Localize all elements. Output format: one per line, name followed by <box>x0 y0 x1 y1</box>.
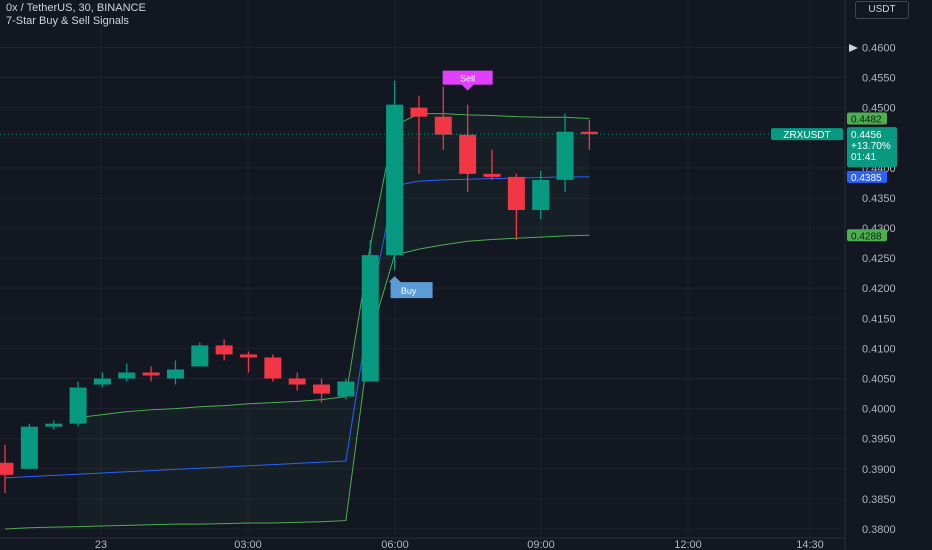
band-upper-price-label-bg <box>847 112 887 125</box>
candle-body[interactable] <box>142 372 160 376</box>
candle-body[interactable] <box>215 345 233 355</box>
last-price-tag-bg <box>847 127 897 168</box>
candle-body[interactable] <box>556 131 574 180</box>
candle-body[interactable] <box>337 381 355 397</box>
price-axis-tick: 0.3900 <box>862 464 896 476</box>
candle-body[interactable] <box>69 387 87 424</box>
time-axis-tick: 14:30 <box>796 539 824 550</box>
candle-body[interactable] <box>118 372 136 379</box>
candle-body[interactable] <box>361 255 379 382</box>
band-lower-price-label: 0.4288 <box>851 231 882 242</box>
candle-body[interactable] <box>93 378 111 385</box>
candle-body[interactable] <box>313 384 331 394</box>
symbol-tag-bg <box>771 128 843 141</box>
band-upper-price-label: 0.4482 <box>851 114 882 125</box>
price-axis-tick: 0.4550 <box>862 73 896 85</box>
sell-signal-marker <box>442 70 493 91</box>
time-axis-tick: 09:00 <box>527 539 555 550</box>
price-axis-tick: 0.4150 <box>862 313 896 325</box>
candle-body[interactable] <box>434 116 452 135</box>
price-axis-tick: 0.4350 <box>862 193 896 205</box>
candle-body[interactable] <box>45 423 63 427</box>
symbol-title: 0x / TetherUS, 30, BINANCE <box>6 2 146 14</box>
candle-body[interactable] <box>20 426 38 469</box>
candle-body[interactable] <box>288 378 306 385</box>
time-axis-tick: 06:00 <box>381 539 409 550</box>
buy-signal-label: Buy <box>401 286 417 296</box>
candle-body[interactable] <box>459 134 477 174</box>
currency-button[interactable]: USDT <box>855 1 909 19</box>
time-axis-tick: 12:00 <box>674 539 702 550</box>
candle-body[interactable] <box>483 173 501 177</box>
symbol-tag: ZRXUSDT <box>783 130 830 141</box>
scroll-arrow-icon[interactable] <box>849 44 858 52</box>
candle-body[interactable] <box>264 357 282 379</box>
candle-body[interactable] <box>191 345 209 367</box>
price-axis-tick: 0.3800 <box>862 524 896 536</box>
candle-body[interactable] <box>0 462 14 475</box>
last-price-value: 0.4456 <box>851 130 882 141</box>
candle-body[interactable] <box>240 354 257 358</box>
candle-body[interactable] <box>386 104 404 256</box>
bar-countdown: 01:41 <box>851 152 876 163</box>
time-axis-tick: 23 <box>95 539 107 550</box>
channel-fill <box>78 113 590 527</box>
price-axis-tick: 0.4600 <box>862 42 896 54</box>
price-axis-tick: 0.4000 <box>862 404 896 416</box>
price-axis-tick: 0.4200 <box>862 283 896 295</box>
price-axis-tick: 0.4050 <box>862 374 896 386</box>
price-axis-tick: 0.3850 <box>862 494 896 506</box>
band-lower-price-label-bg <box>847 229 887 242</box>
price-axis-tick: 0.4500 <box>862 103 896 115</box>
candle-body[interactable] <box>410 107 428 117</box>
candle-body[interactable] <box>166 369 184 379</box>
candle-body[interactable] <box>507 176 525 210</box>
midline-price-label: 0.4385 <box>851 173 882 184</box>
channel-lower-line <box>4 234 590 530</box>
channel-upper-line <box>77 113 590 419</box>
indicator-title: 7-Star Buy & Sell Signals <box>6 15 129 27</box>
last-price-change: +13.70% <box>851 141 891 152</box>
price-axis-tick: 0.3950 <box>862 434 896 446</box>
buy-signal-marker <box>388 276 433 299</box>
price-axis-tick: 0.4250 <box>862 253 896 265</box>
time-axis-tick: 03:00 <box>234 539 262 550</box>
candle-body[interactable] <box>532 179 550 210</box>
price-axis-tick: 0.4100 <box>862 343 896 355</box>
candle-body[interactable] <box>580 131 598 135</box>
midline-price-label-bg <box>847 170 887 183</box>
sell-signal-label: Sell <box>460 74 475 84</box>
